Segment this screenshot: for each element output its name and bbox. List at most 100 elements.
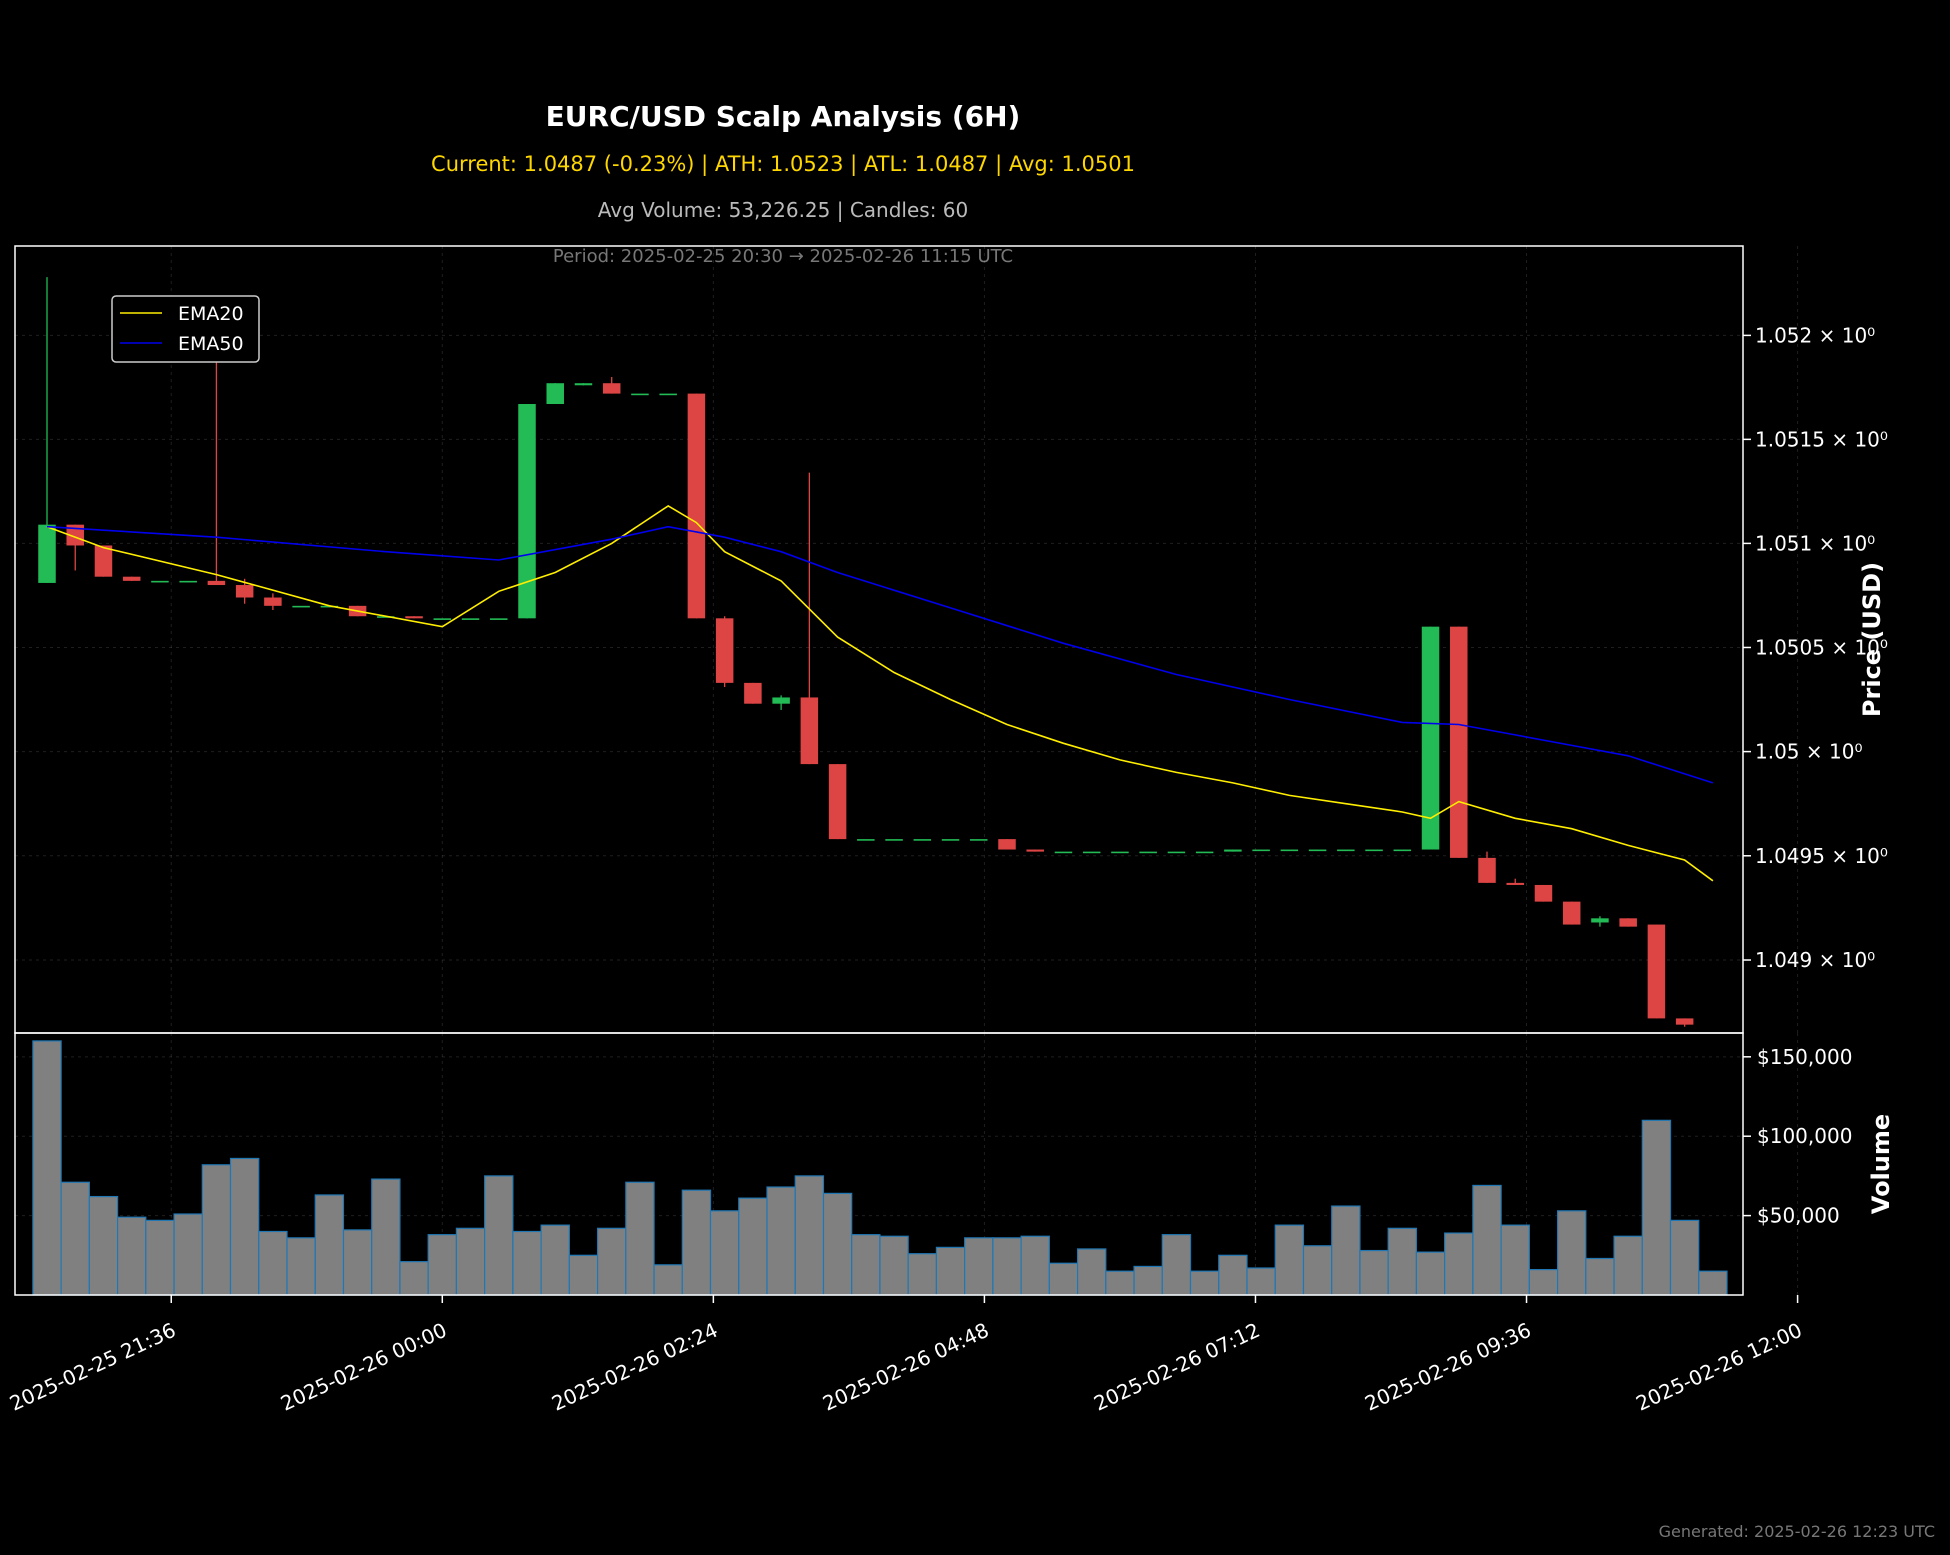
candle-body — [885, 839, 903, 841]
candle-body — [857, 839, 875, 841]
ema-line-ema20 — [46, 504, 1714, 882]
volume-bar — [766, 1186, 796, 1296]
candle-body — [913, 839, 932, 841]
volume-bar — [116, 1216, 147, 1296]
price-y-tick-label: 1.05 × 10⁰ — [1755, 740, 1862, 764]
volume-bar — [427, 1234, 458, 1296]
x-tick-label: 2025-02-26 02:24 — [548, 1318, 721, 1416]
volume-bar — [258, 1230, 288, 1296]
volume-y-tick-label: $150,000 — [1757, 1045, 1852, 1069]
volume-bar — [568, 1254, 599, 1296]
volume-bar — [1556, 1210, 1587, 1296]
legend-ema50-label: EMA50 — [178, 333, 244, 355]
candle-body — [490, 618, 508, 620]
x-tick-label: 2025-02-26 12:00 — [1632, 1318, 1805, 1416]
candle-body — [1506, 882, 1524, 885]
volume-bar — [1189, 1270, 1220, 1296]
chart-summary: Current: 1.0487 (-0.23%) | ATH: 1.0523 |… — [431, 152, 1135, 177]
volume-bar — [681, 1189, 712, 1296]
volume-bar — [1218, 1254, 1248, 1296]
volume-bar — [1528, 1268, 1559, 1296]
candle-body — [38, 524, 56, 583]
volume-bar — [512, 1230, 542, 1296]
legend-ema20-label: EMA20 — [178, 303, 244, 325]
candle-body — [151, 580, 169, 583]
price-legend: EMA20 EMA50 — [111, 295, 260, 363]
volume-bar — [60, 1181, 90, 1296]
candle-body — [1421, 626, 1440, 850]
candle-body — [772, 697, 790, 704]
candle-body — [574, 383, 593, 386]
candle-body — [122, 576, 141, 581]
volume-bar — [1641, 1119, 1672, 1296]
volume-bar — [653, 1264, 683, 1296]
volume-panel-frame — [14, 1032, 1744, 1296]
candle-body — [1619, 918, 1637, 927]
candle-body — [1365, 849, 1383, 852]
volume-bar — [964, 1237, 994, 1296]
volume-bar — [1274, 1224, 1305, 1296]
volume-bar — [1698, 1270, 1728, 1296]
volume-bar — [1669, 1219, 1700, 1296]
candle-body — [1337, 849, 1355, 852]
volume-bar — [935, 1246, 966, 1296]
volume-axis-label: Volume — [1867, 1114, 1895, 1214]
price-panel-frame — [14, 245, 1744, 1034]
x-tick-label: 2025-02-26 09:36 — [1361, 1318, 1534, 1416]
volume-bar — [738, 1197, 768, 1296]
volume-panel: $50,000 $100,000 $150,000 Volume — [14, 1032, 1895, 1296]
volume-bar — [879, 1235, 909, 1296]
volume-bar — [1331, 1205, 1361, 1296]
candle-body — [292, 605, 310, 608]
generated-timestamp: Generated: 2025-02-26 12:23 UTC — [1659, 1522, 1935, 1541]
volume-bar — [88, 1195, 119, 1296]
volume-bar — [1020, 1235, 1050, 1296]
volume-bar — [145, 1219, 175, 1296]
candle-body — [970, 839, 988, 841]
x-tick-label: 2025-02-26 00:00 — [277, 1318, 450, 1416]
candle-body — [405, 616, 423, 619]
candle-body — [941, 839, 960, 841]
candle-body — [1675, 1018, 1694, 1025]
candle-body — [546, 383, 564, 405]
candle-body — [1450, 626, 1468, 858]
volume-bar — [1444, 1232, 1474, 1296]
volume-bar — [1133, 1265, 1163, 1296]
volume-bar — [1048, 1262, 1079, 1296]
volume-bar — [1076, 1248, 1107, 1296]
ema-line-ema50 — [46, 525, 1714, 784]
candle-body — [66, 524, 84, 546]
candle-body — [659, 393, 677, 396]
candle-body — [1139, 851, 1157, 854]
volume-bar — [455, 1227, 486, 1296]
volume-bar — [907, 1253, 938, 1296]
candle-body — [1026, 849, 1044, 852]
candle-body — [1393, 849, 1412, 852]
chart-title: EURC/USD Scalp Analysis (6H) — [546, 100, 1021, 133]
volume-bar — [399, 1261, 429, 1296]
volume-bar — [1415, 1251, 1446, 1296]
x-tick-label: 2025-02-26 04:48 — [819, 1318, 992, 1416]
candle-body — [828, 764, 847, 840]
price-y-tick-label: 1.051 × 10⁰ — [1755, 531, 1875, 555]
price-axis-label: Price (USD) — [1858, 562, 1886, 717]
x-tick-label: 2025-02-25 21:36 — [6, 1318, 179, 1416]
candle-body — [461, 618, 480, 620]
volume-bar — [1105, 1270, 1135, 1296]
volume-bar — [794, 1175, 825, 1296]
volume-bar — [229, 1157, 260, 1296]
candle-body — [687, 393, 706, 619]
volume-bar — [1161, 1234, 1192, 1296]
volume-bar — [992, 1237, 1022, 1296]
volume-bar — [596, 1227, 627, 1296]
x-axis: 2025-02-25 21:36 2025-02-26 00:00 2025-02-… — [6, 1295, 1806, 1416]
volume-bar — [371, 1178, 401, 1296]
candle-body — [1534, 884, 1553, 902]
candle-body — [320, 605, 339, 608]
volume-bar — [822, 1192, 853, 1296]
volume-bar — [314, 1194, 345, 1296]
candle-body — [433, 618, 452, 620]
volume-bar — [1387, 1227, 1418, 1296]
